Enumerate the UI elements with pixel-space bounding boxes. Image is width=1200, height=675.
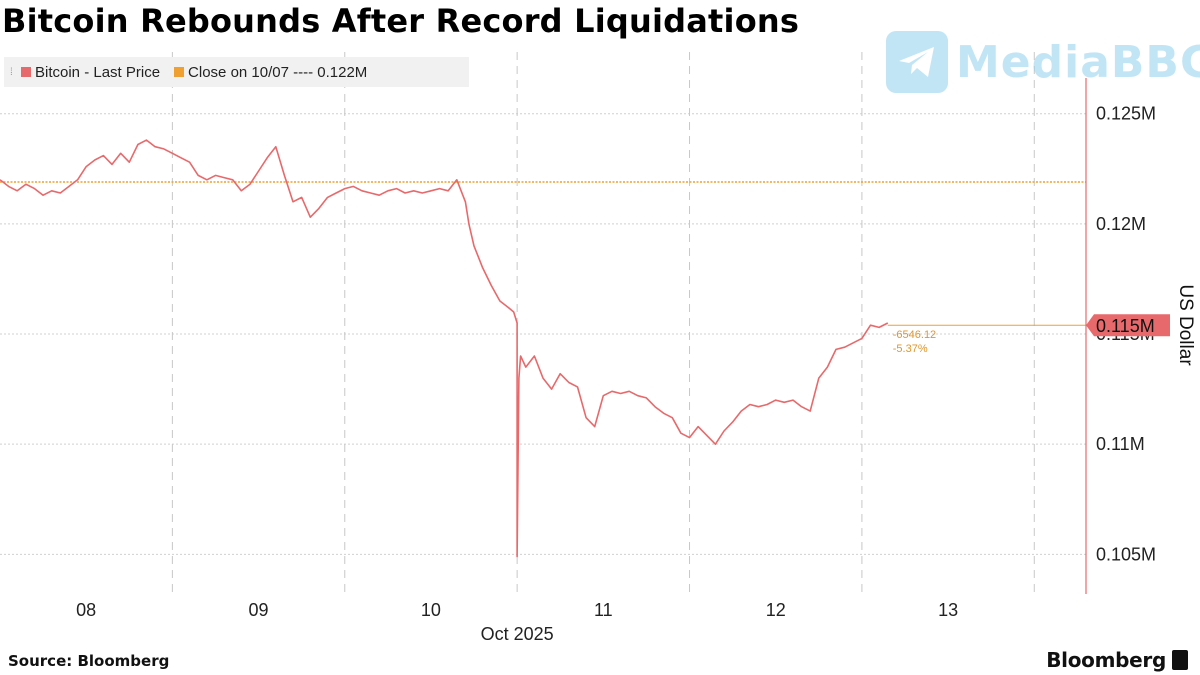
- y-tick-label: 0.12M: [1096, 214, 1146, 234]
- x-tick-label: 13: [938, 600, 958, 620]
- horizontal-gridlines: [0, 113, 1086, 555]
- x-axis-period-label: Oct 2025: [481, 624, 554, 644]
- telegram-icon: [886, 31, 948, 93]
- x-tick-label: 08: [76, 600, 96, 620]
- y-axis-title: US Dollar: [1175, 284, 1196, 366]
- x-tick-label: 10: [421, 600, 441, 620]
- vertical-gridlines: [171, 52, 1035, 594]
- bloomberg-logo-icon: [1172, 650, 1188, 670]
- last-price-label: 0.115M: [1096, 316, 1155, 336]
- legend-swatch-bitcoin: [21, 67, 31, 77]
- price-series-line: [0, 139, 889, 558]
- bloomberg-logo: Bloomberg: [1046, 648, 1166, 672]
- watermark: MediaBBG: [886, 30, 1200, 94]
- x-tick-label: 09: [249, 600, 269, 620]
- legend-label-close: Close on 10/07 ---- 0.122M: [188, 63, 368, 81]
- last-price-badge: [1086, 314, 1170, 337]
- change-value-annotation: -6546.12: [893, 329, 936, 341]
- y-tick-label: 0.125M: [1096, 104, 1156, 124]
- legend-item-bitcoin: Bitcoin - Last Price: [21, 64, 160, 81]
- y-tick-labels: 0.105M 0.11M 0.115M 0.12M 0.125M: [1096, 104, 1156, 565]
- y-tick-label: 0.105M: [1096, 544, 1156, 564]
- legend-swatch-close: [174, 67, 185, 77]
- chart-title: Bitcoin Rebounds After Record Liquidatio…: [2, 2, 800, 40]
- legend-label-bitcoin: Bitcoin - Last Price: [35, 63, 161, 81]
- source-note: Source: Bloomberg: [8, 652, 170, 670]
- x-tick-labels: 08 09 10 11 12 13: [76, 600, 958, 620]
- legend-handle-icon: ⁞: [10, 66, 13, 78]
- watermark-text: MediaBBG: [956, 36, 1200, 88]
- chart-legend: ⁞ Bitcoin - Last Price Close on 10/07 --…: [4, 57, 469, 87]
- legend-item-close: Close on 10/07 ---- 0.122M: [174, 64, 367, 81]
- x-tick-label: 11: [594, 600, 613, 620]
- change-percent-annotation: -5.37%: [893, 343, 928, 355]
- x-tick-label: 12: [766, 600, 786, 620]
- y-tick-label: 0.11M: [1096, 434, 1145, 454]
